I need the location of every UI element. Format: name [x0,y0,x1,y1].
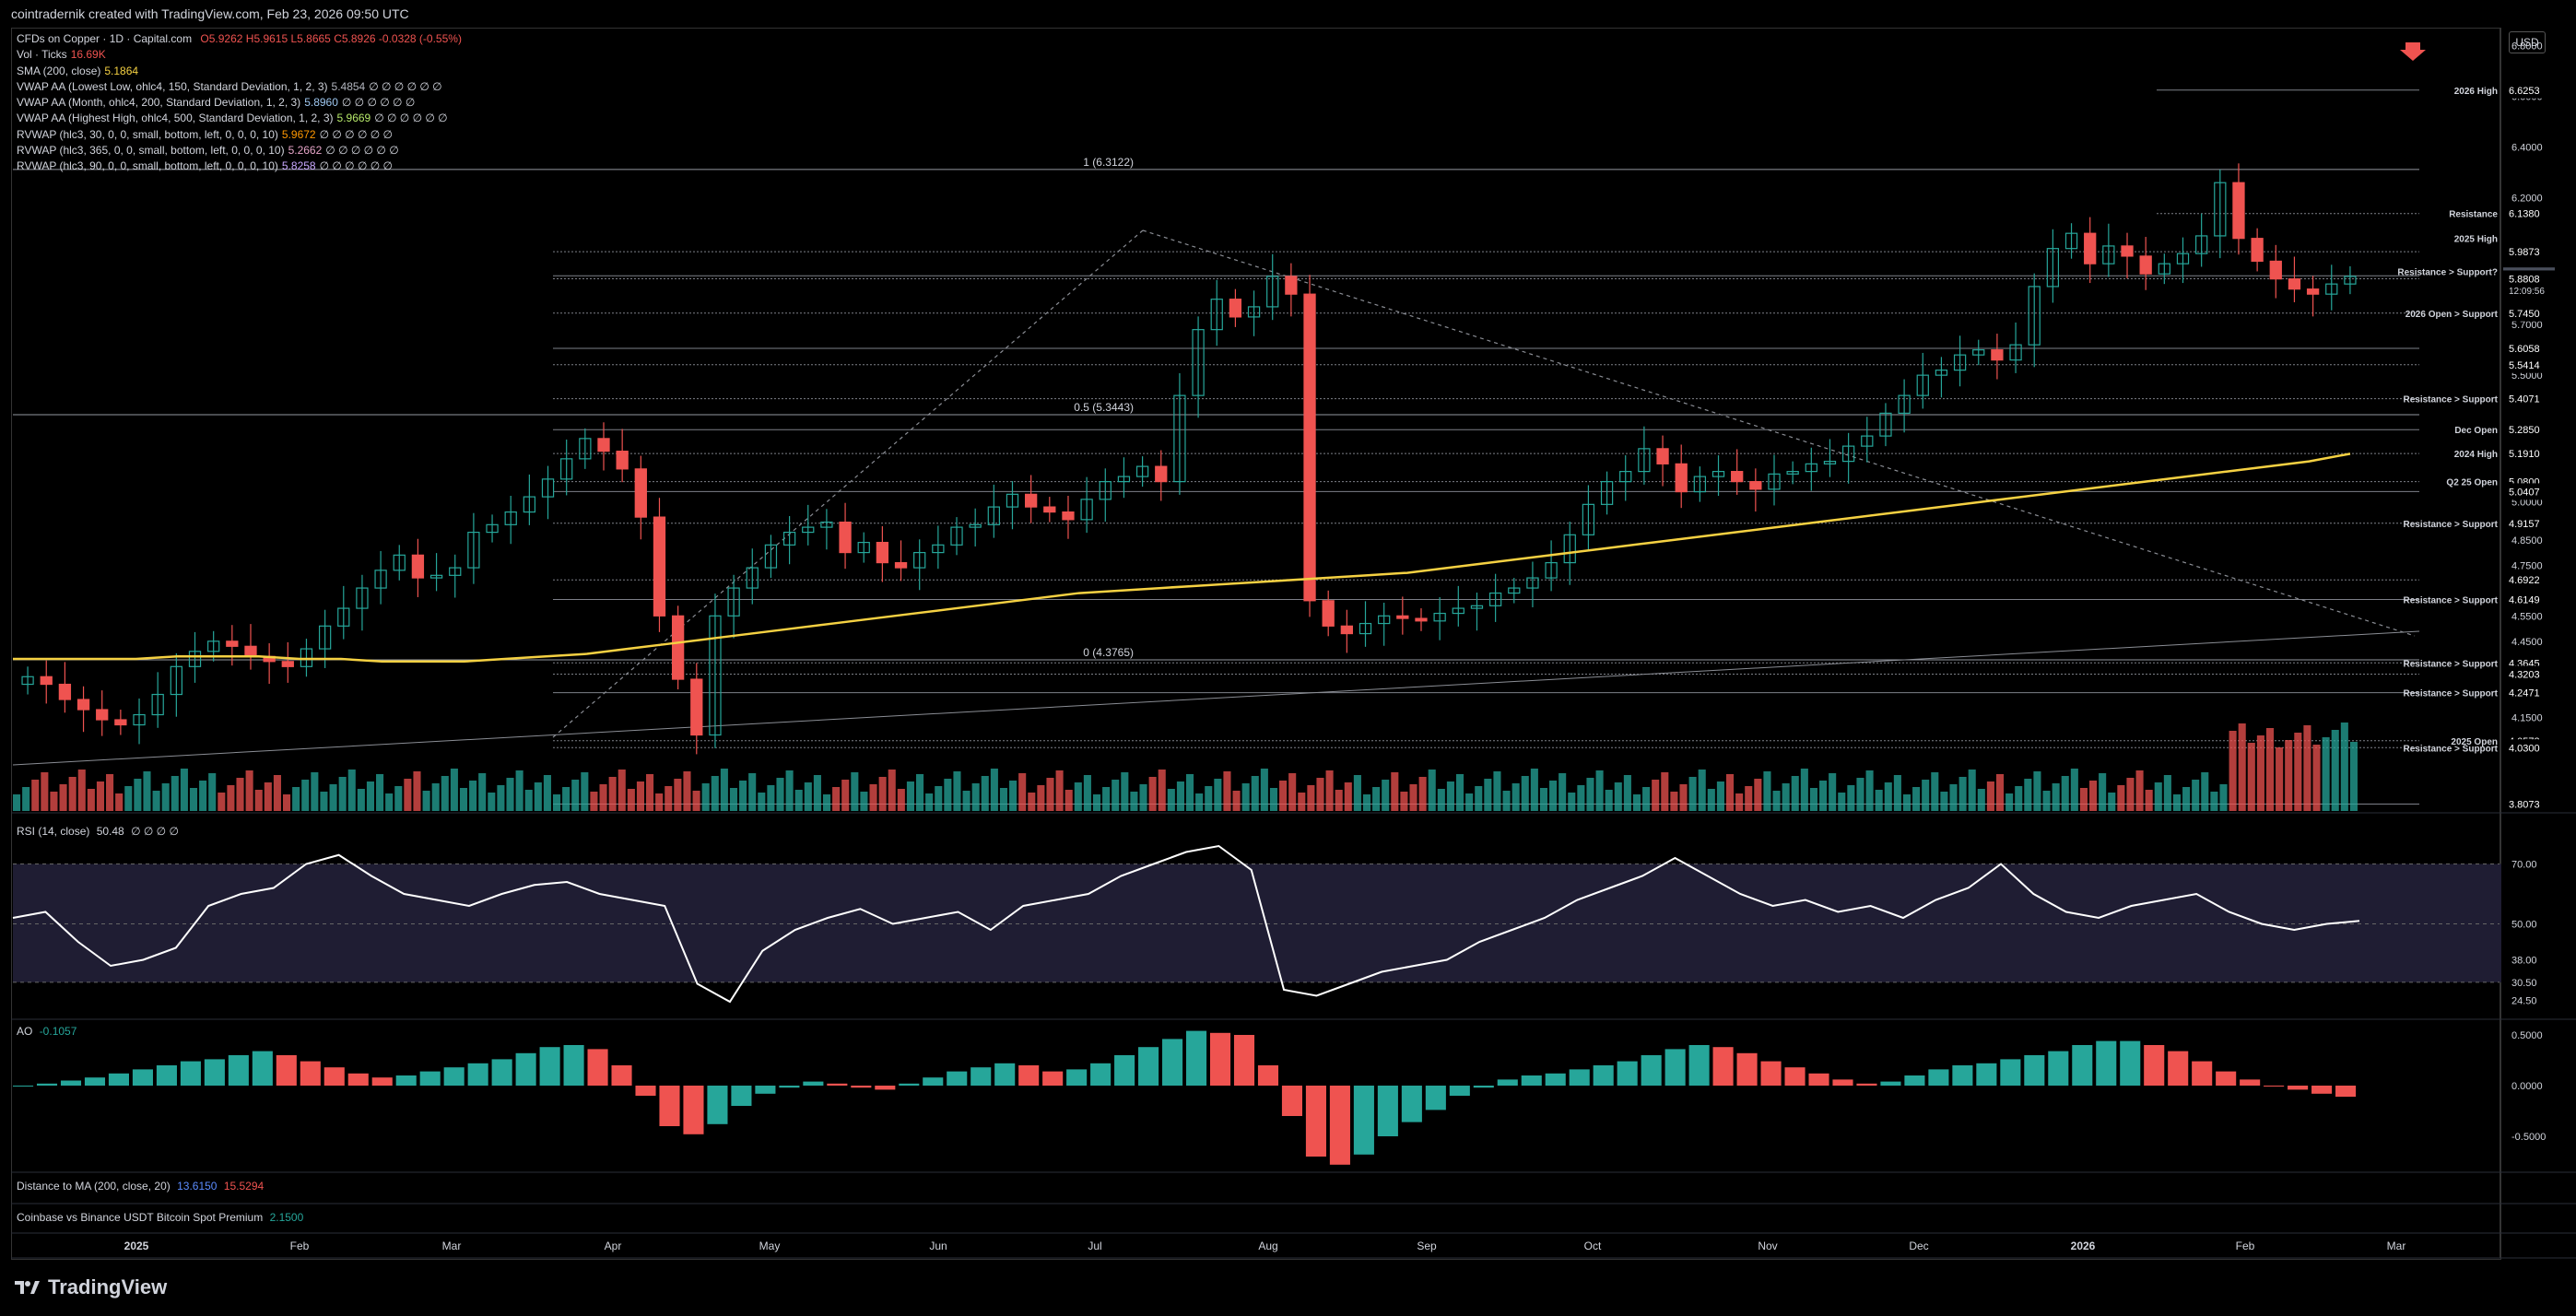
legend-row-value: 5.4854 [331,79,366,93]
legend-row-label: VWAP AA (Lowest Low, ohlc4, 150, Standar… [17,79,328,93]
legend-row-tail: ∅ ∅ ∅ ∅ ∅ ∅ [325,144,399,158]
top-bar: cointradernik created with TradingView.c… [0,0,2576,28]
legend-row-value: 5.9669 [336,112,371,125]
distance-ma-legend[interactable]: Distance to MA (200, close, 20) 13.6150 … [17,1180,264,1193]
legend-row[interactable]: RVWAP (hlc3, 365, 0, 0, small, bottom, l… [17,143,462,159]
legend-row[interactable]: Vol · Ticks 16.69K [17,47,462,63]
legend-row-tail: ∅ ∅ ∅ ∅ ∅ ∅ [369,79,442,93]
legend-row-value: 16.69K [70,48,106,62]
tradingview-logo-icon [15,1281,40,1294]
legend-row[interactable]: RVWAP (hlc3, 90, 0, 0, small, bottom, le… [17,159,462,174]
rsi-legend[interactable]: RSI (14, close) 50.48 ∅ ∅ ∅ ∅ [17,825,179,838]
legend-row-value: 5.2662 [288,144,323,158]
legend-row[interactable]: VWAP AA (Month, ohlc4, 200, Standard Dev… [17,95,462,111]
premium-label: Coinbase vs Binance USDT Bitcoin Spot Pr… [17,1211,264,1224]
indicator-legend: CFDs on Copper · 1D · Capital.com O5.926… [17,31,462,175]
legend-row[interactable]: VWAP AA (Lowest Low, ohlc4, 150, Standar… [17,79,462,95]
legend-row-label: Vol · Ticks [17,48,67,62]
legend-row-label: SMA (200, close) [17,64,101,77]
chart-frame[interactable] [11,28,2501,1260]
legend-row-tail: ∅ ∅ ∅ ∅ ∅ ∅ [319,127,393,141]
ao-legend[interactable]: AO -0.1057 [17,1025,76,1038]
distance-value-2: 15.5294 [223,1180,265,1193]
currency-button[interactable]: USD [2509,31,2546,53]
rsi-value: 50.48 [96,825,124,838]
legend-row-tail: ∅ ∅ ∅ ∅ ∅ ∅ [319,159,393,173]
legend-row-label: RVWAP (hlc3, 365, 0, 0, small, bottom, l… [17,144,285,158]
legend-row-label: VWAP AA (Month, ohlc4, 200, Standard Dev… [17,96,301,110]
ao-value: -0.1057 [39,1025,77,1038]
legend-row-value: 5.1864 [104,64,139,77]
legend-row-value: 5.8960 [304,96,338,110]
tradingview-brand[interactable]: TradingView [13,1275,167,1299]
legend-row-tail: ∅ ∅ ∅ ∅ ∅ ∅ [341,96,416,110]
legend-row-value: 5.9672 [281,127,316,141]
ohlc-values: O5.9262 H5.9615 L5.8665 C5.8926 -0.0328 … [200,32,462,45]
distance-label: Distance to MA (200, close, 20) [17,1180,171,1193]
price-axis[interactable] [2500,28,2576,1258]
legend-row[interactable]: VWAP AA (Highest High, ohlc4, 500, Stand… [17,111,462,126]
ao-label: AO [17,1025,33,1038]
legend-symbol-row[interactable]: CFDs on Copper · 1D · Capital.com O5.926… [17,31,462,47]
rsi-tail: ∅ ∅ ∅ ∅ [131,825,179,838]
symbol-title: CFDs on Copper · 1D · Capital.com [17,32,193,45]
legend-row-tail: ∅ ∅ ∅ ∅ ∅ ∅ [374,112,448,125]
premium-legend[interactable]: Coinbase vs Binance USDT Bitcoin Spot Pr… [17,1211,303,1224]
legend-row-value: 5.8258 [281,159,316,173]
legend-row-label: VWAP AA (Highest High, ohlc4, 500, Stand… [17,112,334,125]
legend-row-label: RVWAP (hlc3, 30, 0, 0, small, bottom, le… [17,127,278,141]
premium-value: 2.1500 [269,1211,304,1224]
brand-name: TradingView [48,1275,168,1298]
legend-row-label: RVWAP (hlc3, 90, 0, 0, small, bottom, le… [17,159,278,173]
legend-row[interactable]: RVWAP (hlc3, 30, 0, 0, small, bottom, le… [17,127,462,143]
credit-line: cointradernik created with TradingView.c… [11,6,409,21]
distance-value-1: 13.6150 [177,1180,218,1193]
rsi-label: RSI (14, close) [17,825,90,838]
legend-row[interactable]: SMA (200, close) 5.1864 [17,64,462,79]
